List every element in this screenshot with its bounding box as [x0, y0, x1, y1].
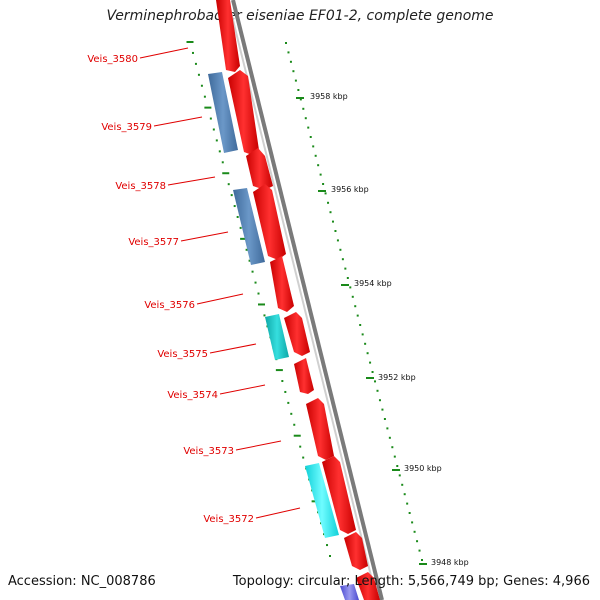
gene-label-3572: Veis_3572 — [203, 514, 254, 525]
leader-line-3576 — [196, 293, 244, 305]
leader-line-3574 — [219, 384, 266, 395]
gene-label-3575: Veis_3575 — [157, 349, 208, 360]
gene-label-3579: Veis_3579 — [101, 122, 152, 133]
backbone-line-inner — [227, 0, 378, 600]
kbp-label-3950: 3950 kbp — [404, 464, 442, 473]
reverse-gene-cyan-1 — [265, 314, 289, 360]
map-title: Verminephrobacter eiseniae EF01-2, compl… — [106, 8, 494, 24]
leader-line-3577 — [180, 231, 229, 242]
gene-label-3576: Veis_3576 — [144, 300, 195, 311]
forward-gene-9 — [322, 456, 356, 534]
reverse-gene-purple — [340, 584, 359, 600]
gene-label-3578: Veis_3578 — [115, 181, 166, 192]
forward-gene-11 — [356, 572, 380, 600]
reverse-gene-cyan-2 — [305, 463, 339, 538]
outer-tick-marks — [285, 42, 427, 565]
kbp-labels: 3958 kbp 3956 kbp 3954 kbp 3952 kbp 3950… — [310, 92, 469, 567]
reverse-genes — [208, 72, 359, 600]
leader-line-3572 — [255, 507, 301, 519]
leader-line-3580 — [139, 47, 189, 59]
leader-line-3579 — [153, 116, 203, 127]
forward-gene-7 — [294, 358, 314, 394]
kbp-label-3956: 3956 kbp — [331, 185, 369, 194]
gene-label-3573: Veis_3573 — [183, 446, 234, 457]
forward-gene-3 — [246, 148, 273, 190]
leader-line-3573 — [235, 440, 282, 451]
accession-text: Accession: NC_008786 — [8, 574, 156, 589]
kbp-label-3954: 3954 kbp — [354, 279, 392, 288]
genome-summary-text: Topology: circular; Length: 5,566,749 bp… — [232, 574, 590, 589]
forward-gene-10 — [344, 532, 368, 570]
gene-label-3580: Veis_3580 — [87, 54, 138, 65]
reverse-gene-blue-2 — [233, 188, 265, 265]
gene-label-3574: Veis_3574 — [167, 390, 218, 401]
forward-gene-6 — [284, 312, 310, 356]
leader-line-3578 — [167, 176, 216, 186]
kbp-label-3952: 3952 kbp — [378, 373, 416, 382]
kbp-label-3948: 3948 kbp — [431, 558, 469, 567]
backbone-line-outer — [231, 0, 384, 600]
leader-line-3575 — [209, 343, 257, 354]
kbp-label-3958: 3958 kbp — [310, 92, 348, 101]
forward-gene-4 — [253, 184, 286, 260]
backbone — [227, 0, 384, 600]
forward-gene-8 — [306, 398, 334, 460]
inner-tick-marks — [186, 41, 331, 557]
gene-label-3577: Veis_3577 — [128, 237, 179, 248]
gene-labels: Veis_3580 Veis_3579 Veis_3578 Veis_3577 … — [87, 47, 301, 525]
forward-gene-5 — [270, 256, 294, 312]
forward-genes — [216, 0, 380, 600]
forward-gene-1 — [216, 0, 240, 72]
forward-gene-2 — [228, 70, 259, 155]
reverse-gene-blue-1 — [208, 72, 238, 153]
